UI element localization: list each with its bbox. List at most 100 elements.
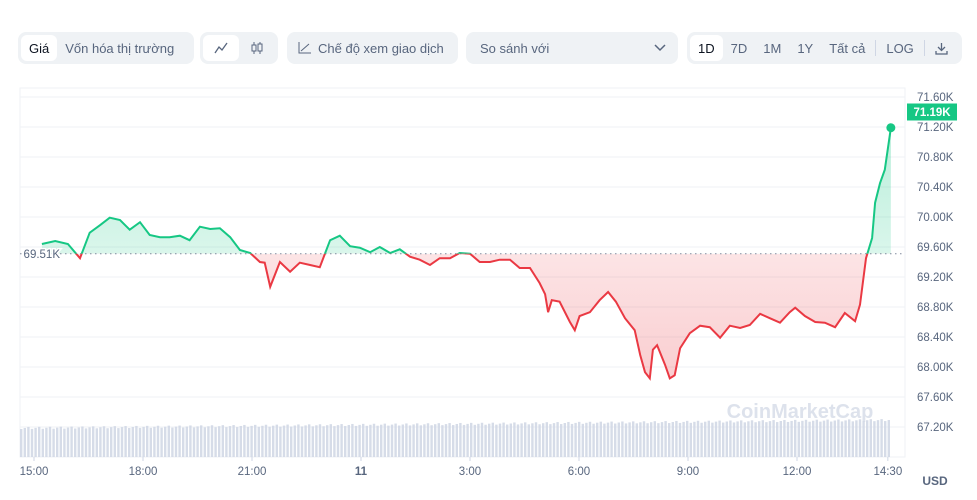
volume-bar (603, 423, 606, 457)
chart-style-group (200, 32, 278, 64)
current-price-label: 71.19K (913, 107, 951, 119)
range-7d[interactable]: 7D (730, 40, 748, 56)
volume-bar (416, 423, 419, 457)
volume-bar (200, 425, 203, 457)
volume-bar (524, 422, 527, 457)
volume-bar (45, 427, 48, 457)
volume-bar (851, 421, 854, 457)
volume-bar (545, 422, 548, 457)
volume-bar (750, 420, 754, 457)
candlestick-button[interactable] (239, 35, 275, 61)
volume-bar (473, 424, 476, 457)
x-tick-label: 14:30 (873, 466, 902, 478)
volume-bar (765, 422, 768, 457)
volume-bar (675, 420, 678, 457)
volume-bar (196, 426, 199, 457)
volume-bar (423, 424, 426, 457)
volume-bar (128, 428, 131, 457)
volume-bar (761, 420, 764, 457)
volume-bar (459, 422, 462, 457)
volume-bar (599, 421, 602, 457)
range-all[interactable]: Tất cả (829, 40, 866, 56)
volume-bar (840, 421, 844, 457)
candlestick-icon (251, 42, 263, 54)
volume-bar (311, 426, 314, 457)
volume-bar (646, 423, 649, 457)
download-button[interactable] (927, 35, 956, 61)
trading-view-inner: Chế độ xem giao dịch (290, 35, 452, 61)
volume-bar (538, 424, 541, 457)
volume-bar (855, 420, 858, 457)
volume-bar (149, 427, 152, 457)
volume-bar (527, 424, 530, 457)
volume-bar (38, 426, 41, 457)
volume-bar (372, 423, 376, 457)
y-tick-label: 70.40K (917, 182, 954, 194)
volume-bar (448, 423, 451, 457)
volume-bar (581, 423, 584, 457)
volume-bar (884, 421, 887, 457)
volume-bar (858, 419, 862, 457)
tab-price[interactable]: Giá (21, 35, 58, 61)
divider (875, 40, 877, 56)
volume-bar (484, 424, 487, 457)
volume-bar (81, 426, 84, 457)
range-1m[interactable]: 1M (763, 40, 782, 56)
volume-bar (693, 421, 696, 457)
volume-bar (718, 420, 721, 457)
volume-bar (333, 426, 336, 457)
volume-bar (642, 421, 646, 457)
compare-select[interactable]: So sánh với (466, 32, 678, 64)
volume-bar (236, 427, 239, 457)
volume-bar (549, 424, 552, 457)
chevron-down-icon (654, 44, 666, 52)
volume-bar (444, 424, 448, 457)
range-1y[interactable]: 1Y (797, 40, 814, 56)
area-fill-down (41, 253, 891, 379)
volume-bar (369, 424, 372, 457)
volume-bar (185, 426, 188, 457)
volume-bar (534, 422, 538, 457)
volume-bar (408, 425, 412, 457)
volume-bar (290, 426, 293, 457)
volume-bar (113, 426, 116, 457)
trading-view-button[interactable]: Chế độ xem giao dịch (287, 32, 458, 64)
volume-bar (59, 426, 62, 457)
volume-bar (700, 422, 703, 457)
x-tick-label: 15:00 (20, 466, 49, 478)
volume-bar (732, 422, 736, 457)
log-toggle[interactable]: LOG (886, 40, 914, 56)
volume-bar (102, 426, 106, 457)
volume-bar (441, 425, 444, 457)
volume-bar (243, 424, 246, 457)
volume-bar (34, 427, 37, 457)
volume-bar (246, 426, 250, 457)
volume-bar (300, 426, 304, 457)
volume-bar (786, 421, 790, 457)
volume-bar (52, 428, 55, 457)
volume-bar (707, 420, 710, 457)
volume-bar (304, 425, 307, 457)
volume-bar (178, 425, 181, 457)
volume-bar (887, 420, 890, 457)
volume-bar (318, 424, 322, 457)
range-1d[interactable]: 1D (690, 35, 723, 61)
volume-bar (264, 424, 268, 457)
trading-view-icon (298, 42, 311, 54)
volume-bar (470, 422, 473, 457)
volume-bar (797, 421, 800, 457)
volume-bar (686, 420, 689, 457)
volume-bar (376, 425, 379, 457)
volume-bar (160, 427, 163, 457)
volume-bar (297, 424, 300, 457)
y-tick-label: 71.20K (917, 122, 954, 134)
volume-bar (678, 422, 682, 457)
volume-bar (671, 422, 674, 457)
volume-bar (164, 426, 167, 457)
tab-market-cap[interactable]: Vốn hóa thị trường (65, 40, 175, 56)
line-chart-button[interactable] (203, 35, 239, 61)
volume-bar (120, 427, 124, 457)
volume-bar (696, 420, 700, 457)
volume-bar (509, 423, 512, 457)
